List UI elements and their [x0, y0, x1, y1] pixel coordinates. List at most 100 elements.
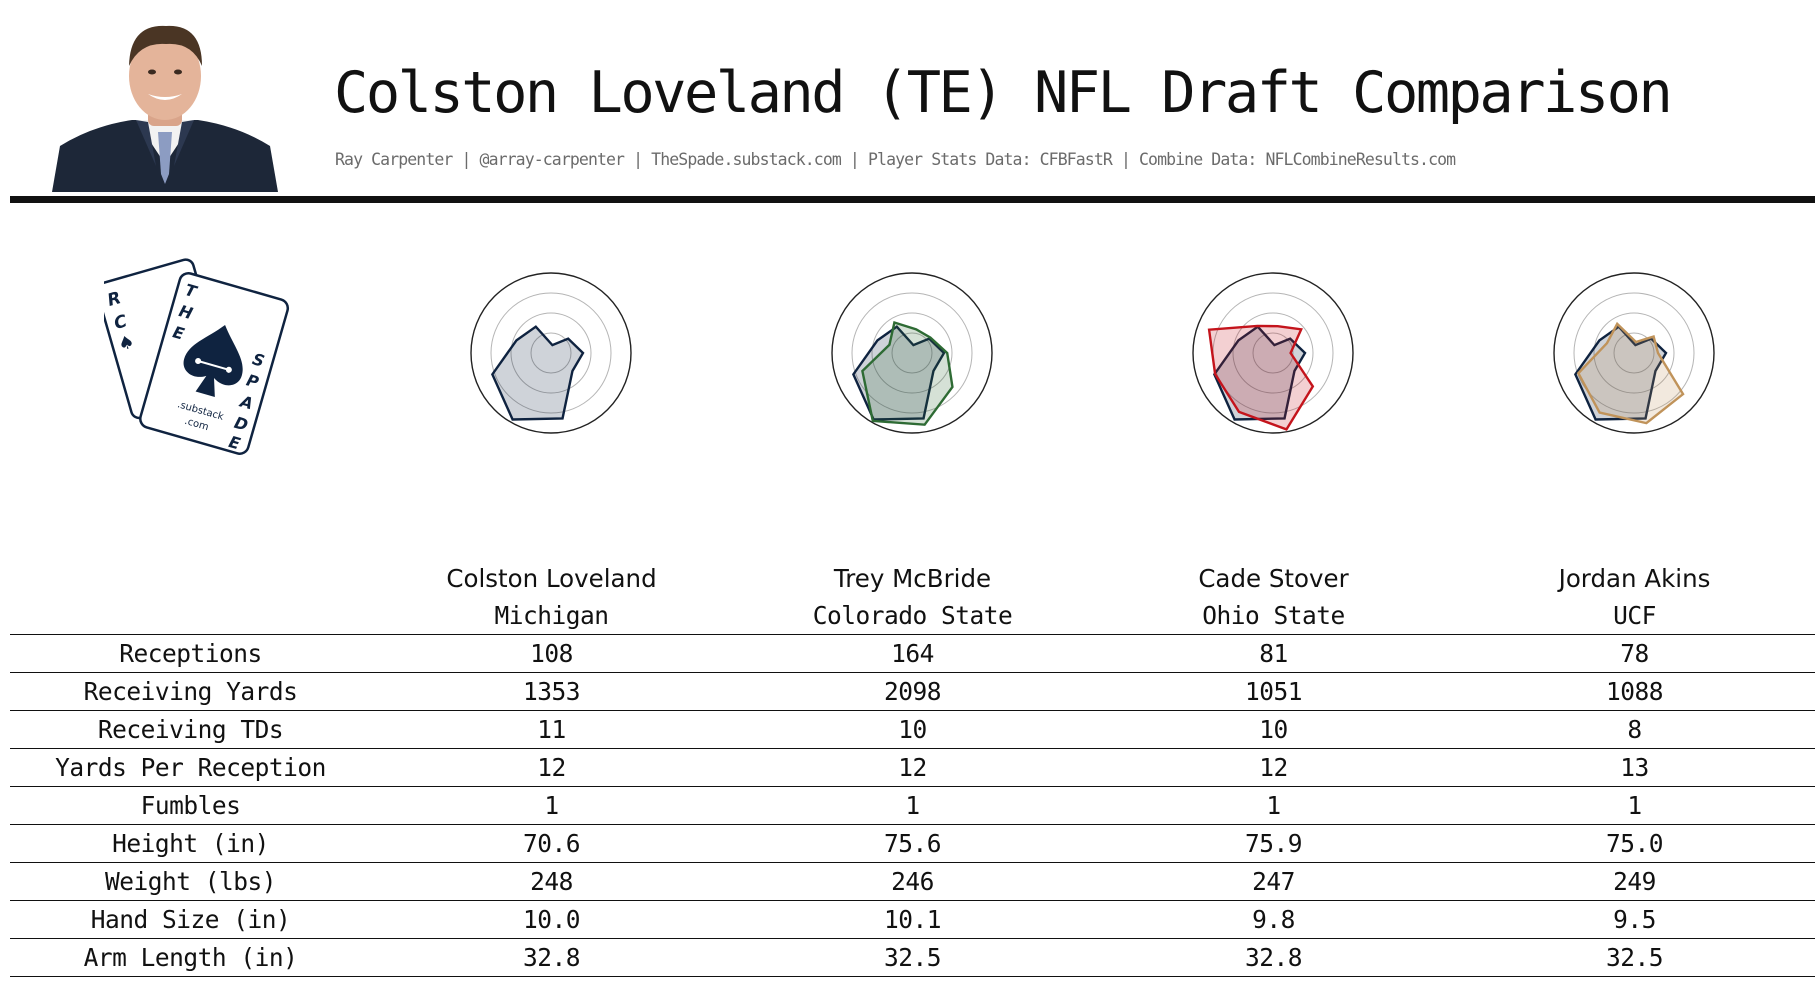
stat-label: Hand Size (in) — [10, 900, 371, 939]
logo-back-suit: ♠ — [116, 331, 137, 356]
stat-value: 32.5 — [732, 938, 1093, 977]
radar-series-0 — [1573, 325, 1668, 421]
player-school: Colorado State — [732, 597, 1093, 635]
stat-value: 1051 — [1093, 672, 1454, 711]
radar-series-1 — [861, 320, 954, 426]
stat-value: 1 — [1454, 786, 1815, 825]
table-row: Arm Length (in) 32.8 32.5 32.8 32.5 — [10, 938, 1815, 977]
radar-gridline — [871, 312, 953, 394]
table-row: Receiving TDs 11 10 10 8 — [10, 710, 1815, 749]
stat-label: Weight (lbs) — [10, 862, 371, 901]
radar-series-0 — [490, 325, 585, 421]
player-school: UCF — [1454, 597, 1815, 635]
table-row: Height (in) 70.6 75.6 75.9 75.0 — [10, 824, 1815, 863]
stat-value: 13 — [1454, 748, 1815, 787]
radar-gridline — [1573, 292, 1695, 414]
stat-value: 2098 — [732, 672, 1093, 711]
stat-label: Height (in) — [10, 824, 371, 863]
table-row: Hand Size (in) 10.0 10.1 9.8 9.5 — [10, 900, 1815, 939]
logo-back-letter-r: R — [105, 288, 123, 311]
stat-header-blank — [10, 560, 371, 597]
header-divider — [10, 196, 1815, 203]
spade-logo: R C ♠ T H E S P A D E .substack .com — [104, 258, 290, 455]
radar-series-0 — [1212, 325, 1307, 421]
table-row: Fumbles 1 1 1 1 — [10, 786, 1815, 825]
stat-value: 12 — [1093, 748, 1454, 787]
stat-value: 249 — [1454, 862, 1815, 901]
radar-chart-mcbride — [831, 272, 993, 434]
radar-series-1 — [1207, 324, 1315, 431]
radar-gridline — [891, 332, 933, 374]
table-row: Receiving Yards 1353 2098 1051 1088 — [10, 672, 1815, 711]
stat-value: 246 — [732, 862, 1093, 901]
player-name: Cade Stover — [1198, 564, 1349, 593]
stat-value: 9.8 — [1093, 900, 1454, 939]
stat-label: Arm Length (in) — [10, 938, 371, 977]
table-row: Receptions 108 164 81 78 — [10, 634, 1815, 673]
stat-value: 10 — [732, 710, 1093, 749]
logo-letter-e1: E — [171, 322, 187, 343]
player-name-row: Colston Loveland Trey McBride Cade Stove… — [10, 560, 1815, 597]
stat-value: 164 — [732, 634, 1093, 673]
stat-value: 81 — [1093, 634, 1454, 673]
stat-value: 32.5 — [1454, 938, 1815, 977]
player-school: Ohio State — [1093, 597, 1454, 635]
radar-outer-ring — [1553, 272, 1715, 434]
stat-label: Receiving TDs — [10, 710, 371, 749]
stat-value: 1353 — [371, 672, 732, 711]
radar-chart-stover — [1192, 272, 1354, 434]
radar-outer-ring — [1192, 272, 1354, 434]
table-row: Weight (lbs) 248 246 247 249 — [10, 862, 1815, 901]
radar-gridline — [510, 312, 592, 394]
radar-gridline — [490, 292, 612, 414]
stat-value: 11 — [371, 710, 732, 749]
table-row: Yards Per Reception 12 12 12 13 — [10, 748, 1815, 787]
stat-value: 12 — [371, 748, 732, 787]
stat-value: 32.8 — [1093, 938, 1454, 977]
logo-letter-d: D — [232, 413, 250, 435]
stat-value: 75.9 — [1093, 824, 1454, 863]
stat-value: 248 — [371, 862, 732, 901]
radar-gridline — [1252, 332, 1294, 374]
radar-outer-ring — [831, 272, 993, 434]
stat-value: 32.8 — [371, 938, 732, 977]
stat-value: 1 — [371, 786, 732, 825]
stat-value: 247 — [1093, 862, 1454, 901]
radar-gridline — [851, 292, 973, 414]
stat-value: 70.6 — [371, 824, 732, 863]
spade-icon — [183, 325, 243, 397]
radar-chart-akins — [1553, 272, 1715, 434]
stat-value: 1 — [732, 786, 1093, 825]
stat-value: 10.0 — [371, 900, 732, 939]
player-name: Jordan Akins — [1558, 564, 1711, 593]
page-title: Colston Loveland (TE) NFL Draft Comparis… — [334, 60, 1673, 126]
stat-value: 75.6 — [732, 824, 1093, 863]
logo-letter-e2: E — [227, 432, 243, 453]
radar-gridline — [530, 332, 572, 374]
stat-value: 12 — [732, 748, 1093, 787]
stat-value: 108 — [371, 634, 732, 673]
stat-value: 78 — [1454, 634, 1815, 673]
logo-back-letter-c: C — [112, 311, 130, 334]
stat-value: 10 — [1093, 710, 1454, 749]
radar-series-0 — [851, 325, 946, 421]
radar-gridline — [1613, 332, 1655, 374]
stat-label: Yards Per Reception — [10, 748, 371, 787]
school-header-blank — [10, 597, 371, 635]
stat-value: 1088 — [1454, 672, 1815, 711]
radar-chart-loveland — [470, 272, 632, 434]
player-headshot — [52, 25, 278, 192]
logo-letter-a: A — [236, 391, 255, 413]
logo-letter-p: P — [244, 371, 261, 393]
player-name: Colston Loveland — [446, 564, 657, 593]
stat-label: Receiving Yards — [10, 672, 371, 711]
player-school: Michigan — [371, 597, 732, 635]
logo-letter-s: S — [250, 349, 266, 370]
player-school-row: Michigan Colorado State Ohio State UCF — [10, 597, 1815, 635]
radar-outer-ring — [470, 272, 632, 434]
stats-table-body: Receptions 108 164 81 78 Receiving Yards 1353 2… — [10, 634, 1815, 977]
stat-value: 9.5 — [1454, 900, 1815, 939]
stat-label: Fumbles — [10, 786, 371, 825]
logo-letter-h: H — [177, 301, 196, 323]
radar-gridline — [1593, 312, 1675, 394]
